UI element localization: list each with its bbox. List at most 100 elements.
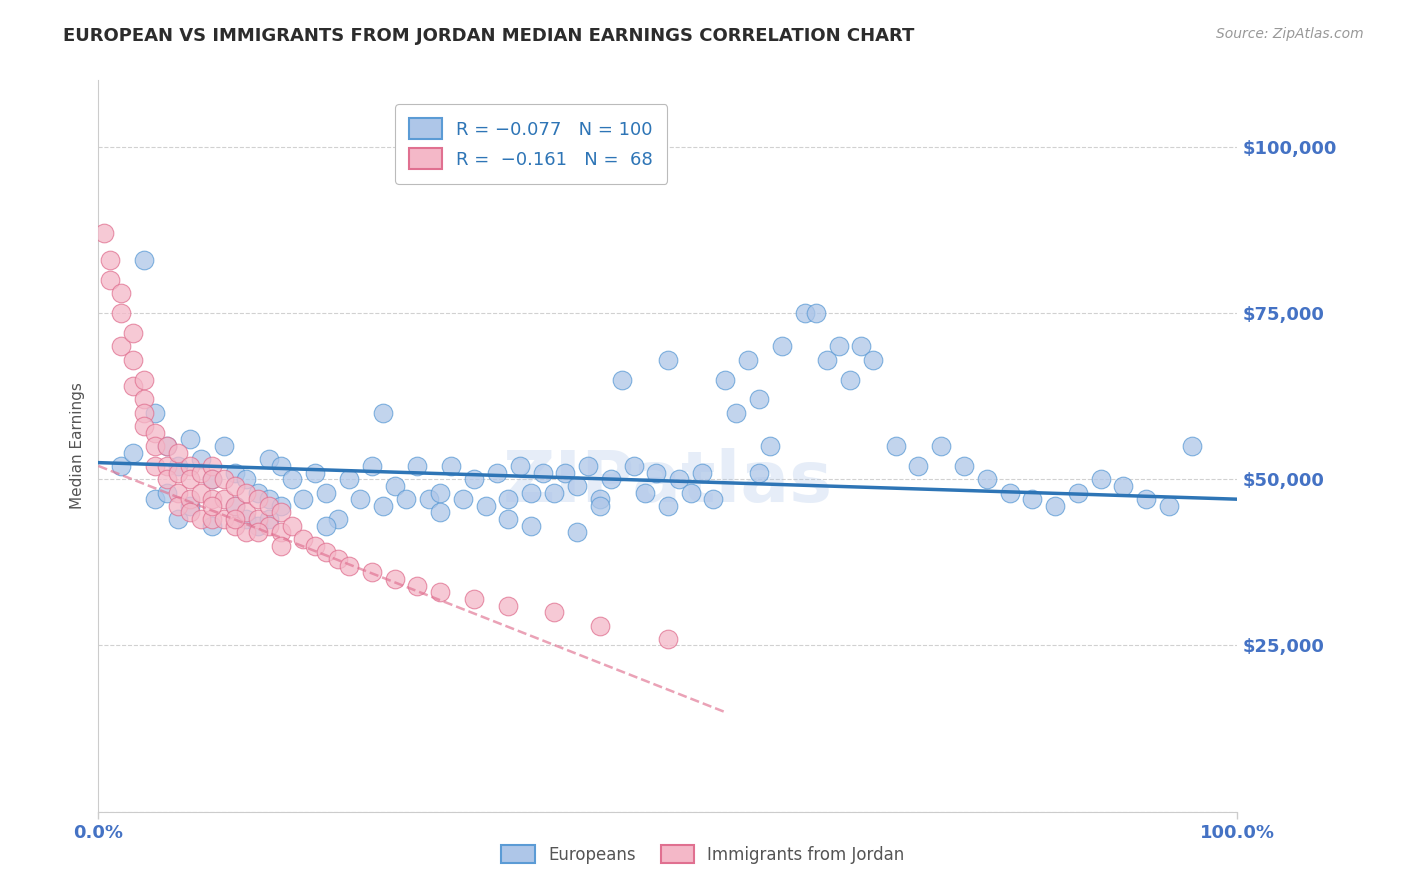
Point (804, 306, 827, 320)
Point (451, 492, 474, 507)
Point (588, 492, 610, 507)
Point (588, 499, 610, 513)
Point (190, 512, 212, 526)
Point (292, 492, 315, 507)
Point (862, 352, 884, 367)
Point (224, 518, 246, 533)
Point (748, 466, 770, 480)
Point (543, 485, 565, 500)
Point (190, 466, 212, 480)
Point (132, 392, 155, 407)
Point (259, 512, 281, 526)
Point (212, 492, 235, 507)
Point (645, 466, 668, 480)
Point (702, 492, 724, 507)
Point (429, 585, 451, 599)
Legend: R = −0.077   N = 100, R =  −0.161   N =  68: R = −0.077 N = 100, R = −0.161 N = 68 (395, 104, 668, 184)
Point (224, 499, 246, 513)
Point (657, 632, 679, 646)
Point (828, 339, 851, 353)
Point (588, 618, 610, 632)
Point (145, 458, 167, 473)
Point (179, 458, 201, 473)
Point (246, 518, 269, 533)
Point (201, 472, 224, 486)
Point (167, 485, 190, 500)
Point (121, 352, 143, 367)
Point (156, 485, 179, 500)
Point (167, 445, 190, 459)
Point (259, 492, 281, 507)
Point (201, 499, 224, 513)
Point (235, 485, 257, 500)
Point (360, 566, 382, 580)
Point (337, 472, 360, 486)
Point (145, 439, 167, 453)
Point (167, 499, 190, 513)
Point (201, 458, 224, 473)
Point (281, 472, 304, 486)
Point (520, 518, 543, 533)
Point (418, 492, 440, 507)
Point (725, 406, 748, 420)
Point (110, 339, 132, 353)
Point (121, 445, 143, 459)
Point (145, 425, 167, 440)
Point (1043, 499, 1066, 513)
Point (976, 472, 998, 486)
Point (110, 458, 132, 473)
Point (690, 466, 713, 480)
Text: ZIPatlas: ZIPatlas (503, 448, 832, 517)
Point (98, 252, 121, 267)
Point (623, 458, 645, 473)
Point (259, 452, 281, 467)
Point (212, 512, 235, 526)
Point (246, 512, 269, 526)
Point (1090, 472, 1112, 486)
Point (190, 485, 212, 500)
Point (156, 458, 179, 473)
Point (748, 392, 770, 407)
Point (531, 466, 554, 480)
Point (270, 499, 292, 513)
Point (429, 506, 451, 520)
Point (156, 439, 179, 453)
Point (474, 499, 496, 513)
Point (498, 492, 520, 507)
Point (1021, 492, 1043, 507)
Point (371, 499, 394, 513)
Point (201, 492, 224, 507)
Point (179, 506, 201, 520)
Point (201, 512, 224, 526)
Point (270, 458, 292, 473)
Point (326, 552, 349, 566)
Point (498, 512, 520, 526)
Point (349, 492, 371, 507)
Point (132, 372, 155, 386)
Point (224, 479, 246, 493)
Point (98, 273, 121, 287)
Point (224, 512, 246, 526)
Point (315, 518, 337, 533)
Point (770, 339, 793, 353)
Point (156, 472, 179, 486)
Point (179, 492, 201, 507)
Point (315, 545, 337, 559)
Point (201, 472, 224, 486)
Point (1157, 499, 1180, 513)
Point (657, 352, 679, 367)
Point (179, 433, 201, 447)
Point (520, 485, 543, 500)
Point (463, 472, 485, 486)
Point (326, 512, 349, 526)
Point (612, 372, 634, 386)
Point (235, 506, 257, 520)
Point (360, 458, 382, 473)
Point (304, 539, 326, 553)
Point (679, 485, 702, 500)
Point (998, 485, 1021, 500)
Point (235, 512, 257, 526)
Point (270, 525, 292, 540)
Point (179, 499, 201, 513)
Point (384, 479, 406, 493)
